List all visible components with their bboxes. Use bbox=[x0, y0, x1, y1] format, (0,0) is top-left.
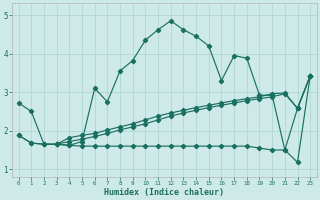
X-axis label: Humidex (Indice chaleur): Humidex (Indice chaleur) bbox=[104, 188, 224, 197]
